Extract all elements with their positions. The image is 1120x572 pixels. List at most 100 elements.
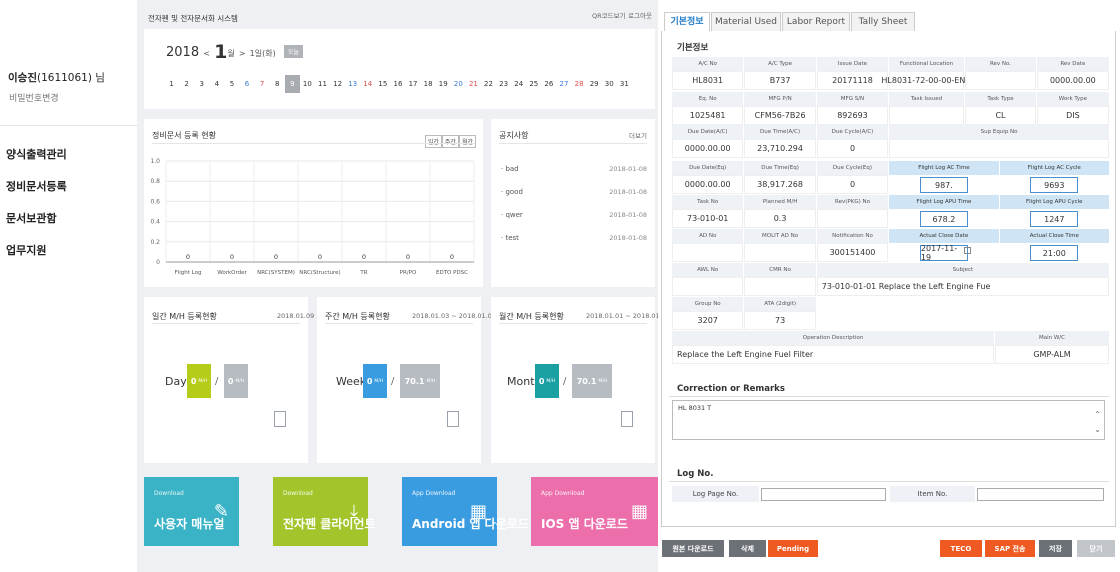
field-value: DIS	[1037, 106, 1109, 125]
download-tile[interactable]: Download 사용자 매뉴얼 ✎	[144, 477, 239, 546]
calendar-day[interactable]: 15	[378, 80, 388, 88]
calendar-day[interactable]: 23	[499, 80, 509, 88]
download-tile[interactable]: App Download IOS 앱 다운로드 ▦	[531, 477, 658, 546]
calendar-day[interactable]: 29	[589, 80, 599, 88]
calendar-day[interactable]: 25	[529, 80, 539, 88]
field-value: 23,710.294	[744, 139, 816, 158]
tab-labor-report[interactable]: Labor Report	[782, 12, 850, 31]
calendar-day[interactable]: 18	[423, 80, 433, 88]
calendar-day[interactable]: 4	[214, 80, 220, 88]
notice-title-link[interactable]: · test	[501, 234, 519, 242]
calendar-day[interactable]: 22	[484, 80, 493, 88]
menu-work-support[interactable]: 업무지원	[6, 244, 47, 257]
field-input[interactable]: 9693	[1030, 177, 1079, 193]
menu-doc-register[interactable]: 정비문서등록	[6, 180, 67, 193]
field-value: 0000.00.00	[672, 139, 744, 158]
field-input[interactable]: 987.	[919, 177, 968, 193]
delete-button[interactable]: 삭제	[729, 540, 766, 557]
field-value: GMP-ALM	[995, 345, 1109, 364]
menu-doc-archive[interactable]: 문서보관함	[6, 212, 57, 225]
prev-month-button[interactable]: <	[203, 49, 210, 58]
field-input[interactable]: 1247	[1030, 211, 1079, 227]
calendar-day[interactable]: 2	[184, 80, 189, 88]
calendar-icon[interactable]	[964, 247, 971, 254]
notice-title-link[interactable]: · good	[501, 188, 523, 196]
field-label: Task Type	[964, 92, 1037, 106]
next-month-button[interactable]: >	[238, 49, 246, 58]
calendar-day[interactable]: 30	[604, 80, 614, 88]
mh-date-range: 2018.01.09	[277, 312, 315, 320]
calendar-day[interactable]: 19	[438, 80, 448, 88]
item-no-input[interactable]	[977, 488, 1104, 501]
original-download-button[interactable]: 원본 다운로드	[662, 540, 724, 557]
field-label: Due Cycle(A/C)	[816, 125, 889, 139]
calendar-day[interactable]: 8	[274, 80, 280, 88]
notice-title-link[interactable]: · qwer	[501, 211, 523, 219]
tab-tally-sheet[interactable]: Tally Sheet	[851, 12, 915, 31]
menu-form-output[interactable]: 양식출력관리	[6, 148, 67, 161]
tab-basic-info[interactable]: 기본정보	[664, 12, 710, 31]
bar-value-label: 0	[230, 253, 234, 261]
field-input[interactable]: 21:00	[1030, 245, 1079, 261]
calendar-day[interactable]: 3	[199, 80, 204, 88]
calendar-day[interactable]: 27	[559, 80, 569, 88]
calendar-day[interactable]: 21	[468, 80, 478, 88]
calendar-day[interactable]: 9	[284, 75, 300, 93]
calendar-day[interactable]: 17	[408, 80, 418, 88]
today-button[interactable]: 오늘	[283, 45, 303, 58]
teco-button[interactable]: TECO	[940, 540, 982, 557]
scroll-up-icon[interactable]: ⌃	[1094, 410, 1101, 419]
logout-link[interactable]: 로그아웃	[628, 12, 652, 20]
calendar-day[interactable]: 28	[574, 80, 584, 88]
calendar-day[interactable]: 13	[348, 80, 358, 88]
notice-title-link[interactable]: · bad	[501, 165, 519, 173]
monthly-button[interactable]: 월간	[458, 135, 476, 148]
mh-registered-box: 0 M/H	[363, 364, 387, 398]
daily-button[interactable]: 일간	[424, 135, 442, 148]
remarks-textarea[interactable]: HL 8031 T ⌃ ⌄	[672, 400, 1105, 440]
calendar-day[interactable]: 12	[333, 80, 343, 88]
notice-date: 2018-01-08	[609, 165, 647, 173]
calendar-day[interactable]: 11	[318, 80, 327, 88]
field-value	[744, 277, 816, 296]
download-tile[interactable]: Download 전자펜 클라이언트 ⤓	[273, 477, 376, 546]
scroll-down-icon[interactable]: ⌄	[1094, 425, 1101, 434]
calendar-day[interactable]: 5	[229, 80, 235, 88]
field-value: 0	[816, 175, 889, 194]
calendar-day[interactable]: 24	[514, 80, 524, 88]
tab-material-used[interactable]: Material Used	[711, 12, 781, 31]
calendar-day[interactable]: 7	[259, 80, 265, 88]
qr-link[interactable]: QR코드보기	[592, 12, 626, 20]
save-button[interactable]: 저장	[1039, 540, 1072, 557]
log-page-input[interactable]	[761, 488, 886, 501]
calendar-day[interactable]: 14	[363, 80, 373, 88]
field-input[interactable]: 678.2	[919, 211, 968, 227]
x-tick-label: EDTO PDSC	[436, 270, 468, 276]
password-change-link[interactable]: 비밀번호변경	[9, 94, 59, 104]
document-chart-icon	[274, 411, 286, 427]
calendar-day[interactable]: 6	[244, 80, 250, 88]
calendar-day[interactable]: 10	[302, 80, 312, 88]
weekly-button[interactable]: 주간	[441, 135, 459, 148]
field-input[interactable]: 2017-11-19	[919, 244, 968, 262]
field-label: ATA (2digit)	[744, 297, 816, 311]
calendar-day[interactable]: 20	[453, 80, 463, 88]
period-buttons: 일간 주간 월간	[424, 129, 476, 148]
field-value: 0	[816, 139, 889, 158]
field-label: Functional Location	[889, 57, 964, 71]
calendar-day[interactable]: 31	[619, 80, 629, 88]
calendar-panel: 2018 < 1월 > 1일(화) 오늘 1 2 3 4 5 6 7 8 9 10 11 12 13 14…	[144, 29, 655, 109]
sap-send-button[interactable]: SAP 전송	[985, 540, 1035, 557]
qr-code-icon: ▦	[630, 501, 648, 522]
download-tile[interactable]: App Download Android 앱 다운로드 ▦	[402, 477, 529, 546]
calendar-day[interactable]: 1	[169, 80, 174, 88]
y-tick-label: 0.2	[150, 239, 160, 246]
calendar-day[interactable]: 26	[544, 80, 554, 88]
calendar-day[interactable]: 16	[393, 80, 403, 88]
manual-icon: ✎	[213, 501, 229, 522]
close-button[interactable]: 닫기	[1077, 540, 1115, 557]
notice-more-link[interactable]: 더보기	[629, 132, 647, 140]
field-label: Group No	[672, 297, 744, 311]
pending-button[interactable]: Pending	[768, 540, 818, 557]
